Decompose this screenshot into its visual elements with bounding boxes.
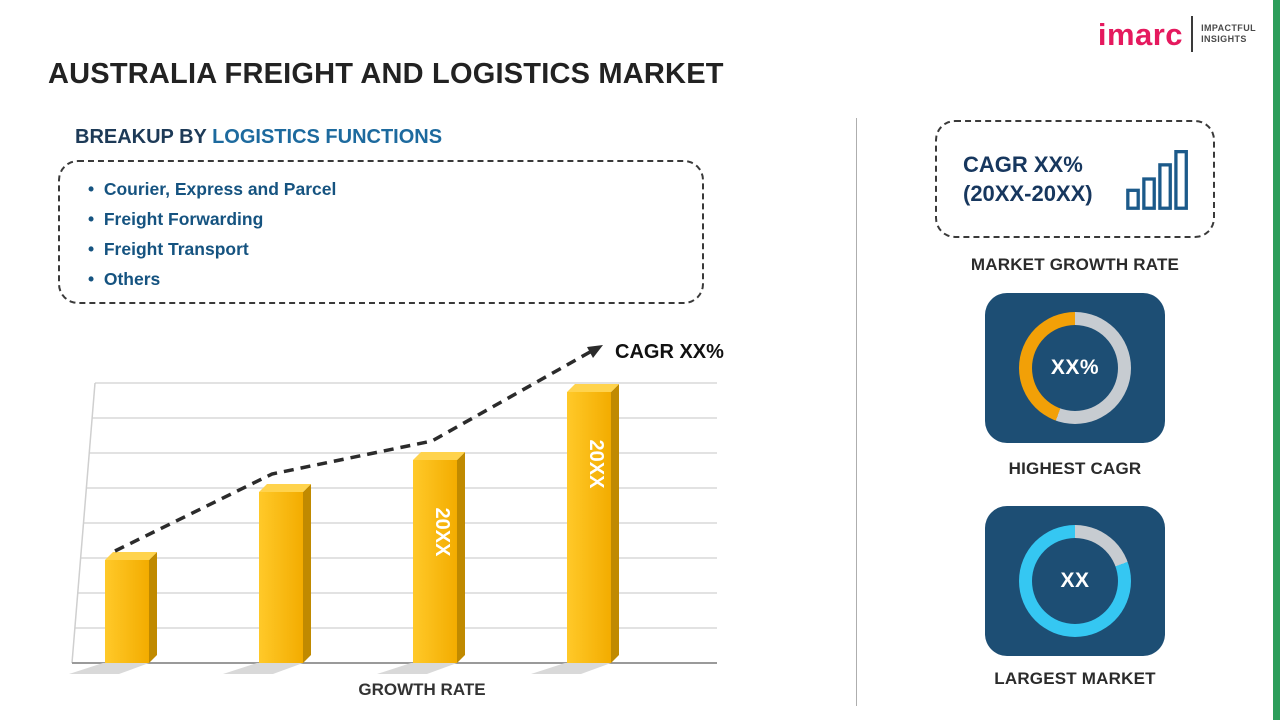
trend-cagr-label: CAGR XX% [615,341,724,363]
largest-market-value: XX [1060,569,1090,592]
breakup-box: Courier, Express and Parcel Freight Forw… [58,160,704,304]
cagr-line2: (20XX-20XX) [963,181,1093,206]
bars: 20XX 20XX [69,384,619,674]
x-axis-label: GROWTH RATE [358,680,486,699]
logo-tagline: IMPACTFUL INSIGHTS [1201,23,1256,45]
largest-market-donut-hole: XX [1032,538,1118,624]
page-title: AUSTRALIA FREIGHT AND LOGISTICS MARKET [48,58,724,90]
highest-cagr-donut: XX% [1019,312,1131,424]
highest-cagr-donut-hole: XX% [1032,325,1118,411]
bar-chart-icon [1126,150,1188,210]
brand-logo: imarc IMPACTFUL INSIGHTS [1098,16,1256,52]
market-growth-rate-label: MARKET GROWTH RATE [970,255,1180,274]
highest-cagr-card: XX% [985,293,1165,443]
svg-text:20XX: 20XX [431,508,453,558]
logo-tagline-line2: INSIGHTS [1201,34,1247,44]
list-item: Freight Forwarding [88,204,682,234]
breakup-heading-highlight: LOGISTICS FUNCTIONS [212,126,443,148]
cagr-growth-box: CAGR XX% (20XX-20XX) [935,120,1215,238]
breakup-heading: BREAKUP BY LOGISTICS FUNCTIONS [75,126,442,149]
section-divider [856,118,857,706]
largest-market-card: XX [985,506,1165,656]
cagr-line1: CAGR XX% [963,152,1083,177]
logo-divider [1191,16,1194,52]
largest-market-label: LARGEST MARKET [994,669,1156,688]
breakup-heading-prefix: BREAKUP BY [75,126,207,148]
logo-tagline-line1: IMPACTFUL [1201,23,1256,33]
chart-grid [71,382,717,664]
svg-text:20XX: 20XX [585,440,607,490]
trend-arrow [114,345,603,553]
imarc-wordmark: imarc [1097,16,1184,52]
list-item: Others [88,264,682,294]
edge-accent-strip [1273,0,1280,720]
cagr-growth-box-text: CAGR XX% (20XX-20XX) [963,150,1093,208]
list-item: Courier, Express and Parcel [88,174,682,204]
highest-cagr-label: HIGHEST CAGR [1008,459,1142,478]
largest-market-donut: XX [1019,525,1131,637]
list-item: Freight Transport [88,234,682,264]
highest-cagr-value: XX% [1050,356,1100,379]
